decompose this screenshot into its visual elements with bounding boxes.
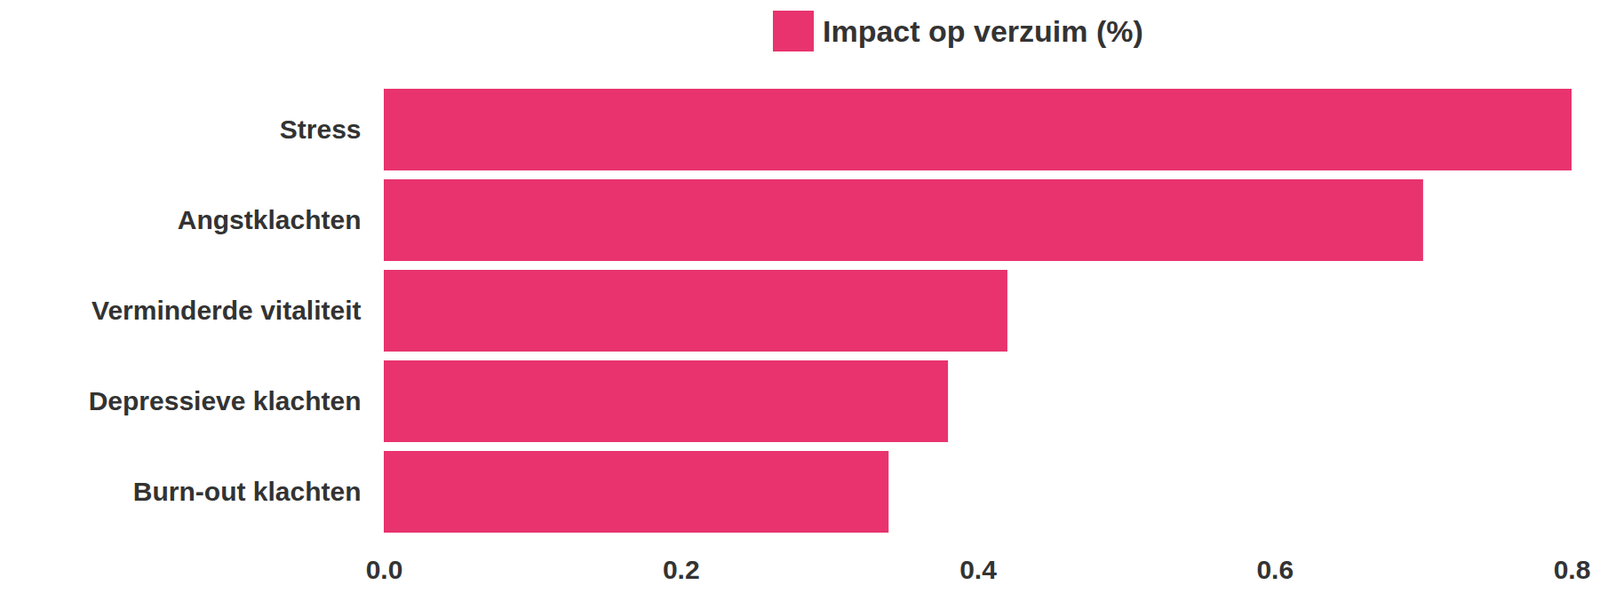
html-text:Impact op verzuim (%): Impact op verzuim (%) <box>822 13 1144 48</box>
svg-text:0.8: 0.8 <box>1553 555 1592 585</box>
svg-text:Angstklachten: Angstklachten <box>177 205 362 235</box>
svg-text:Stress: Stress <box>279 114 362 144</box>
svg-text:0.2: 0.2 <box>662 555 701 585</box>
svg-text:Verminderde vitaliteit: Verminderde vitaliteit <box>91 295 361 326</box>
svg-text:Burn-out klachten: Burn-out klachten <box>133 477 362 507</box>
svg-text:0.6: 0.6 <box>1256 555 1294 585</box>
svg-text:Depressieve klachten: Depressieve klachten <box>88 386 362 416</box>
svg-text:0.4: 0.4 <box>959 555 997 585</box>
svg-text:0.0: 0.0 <box>366 555 404 585</box>
